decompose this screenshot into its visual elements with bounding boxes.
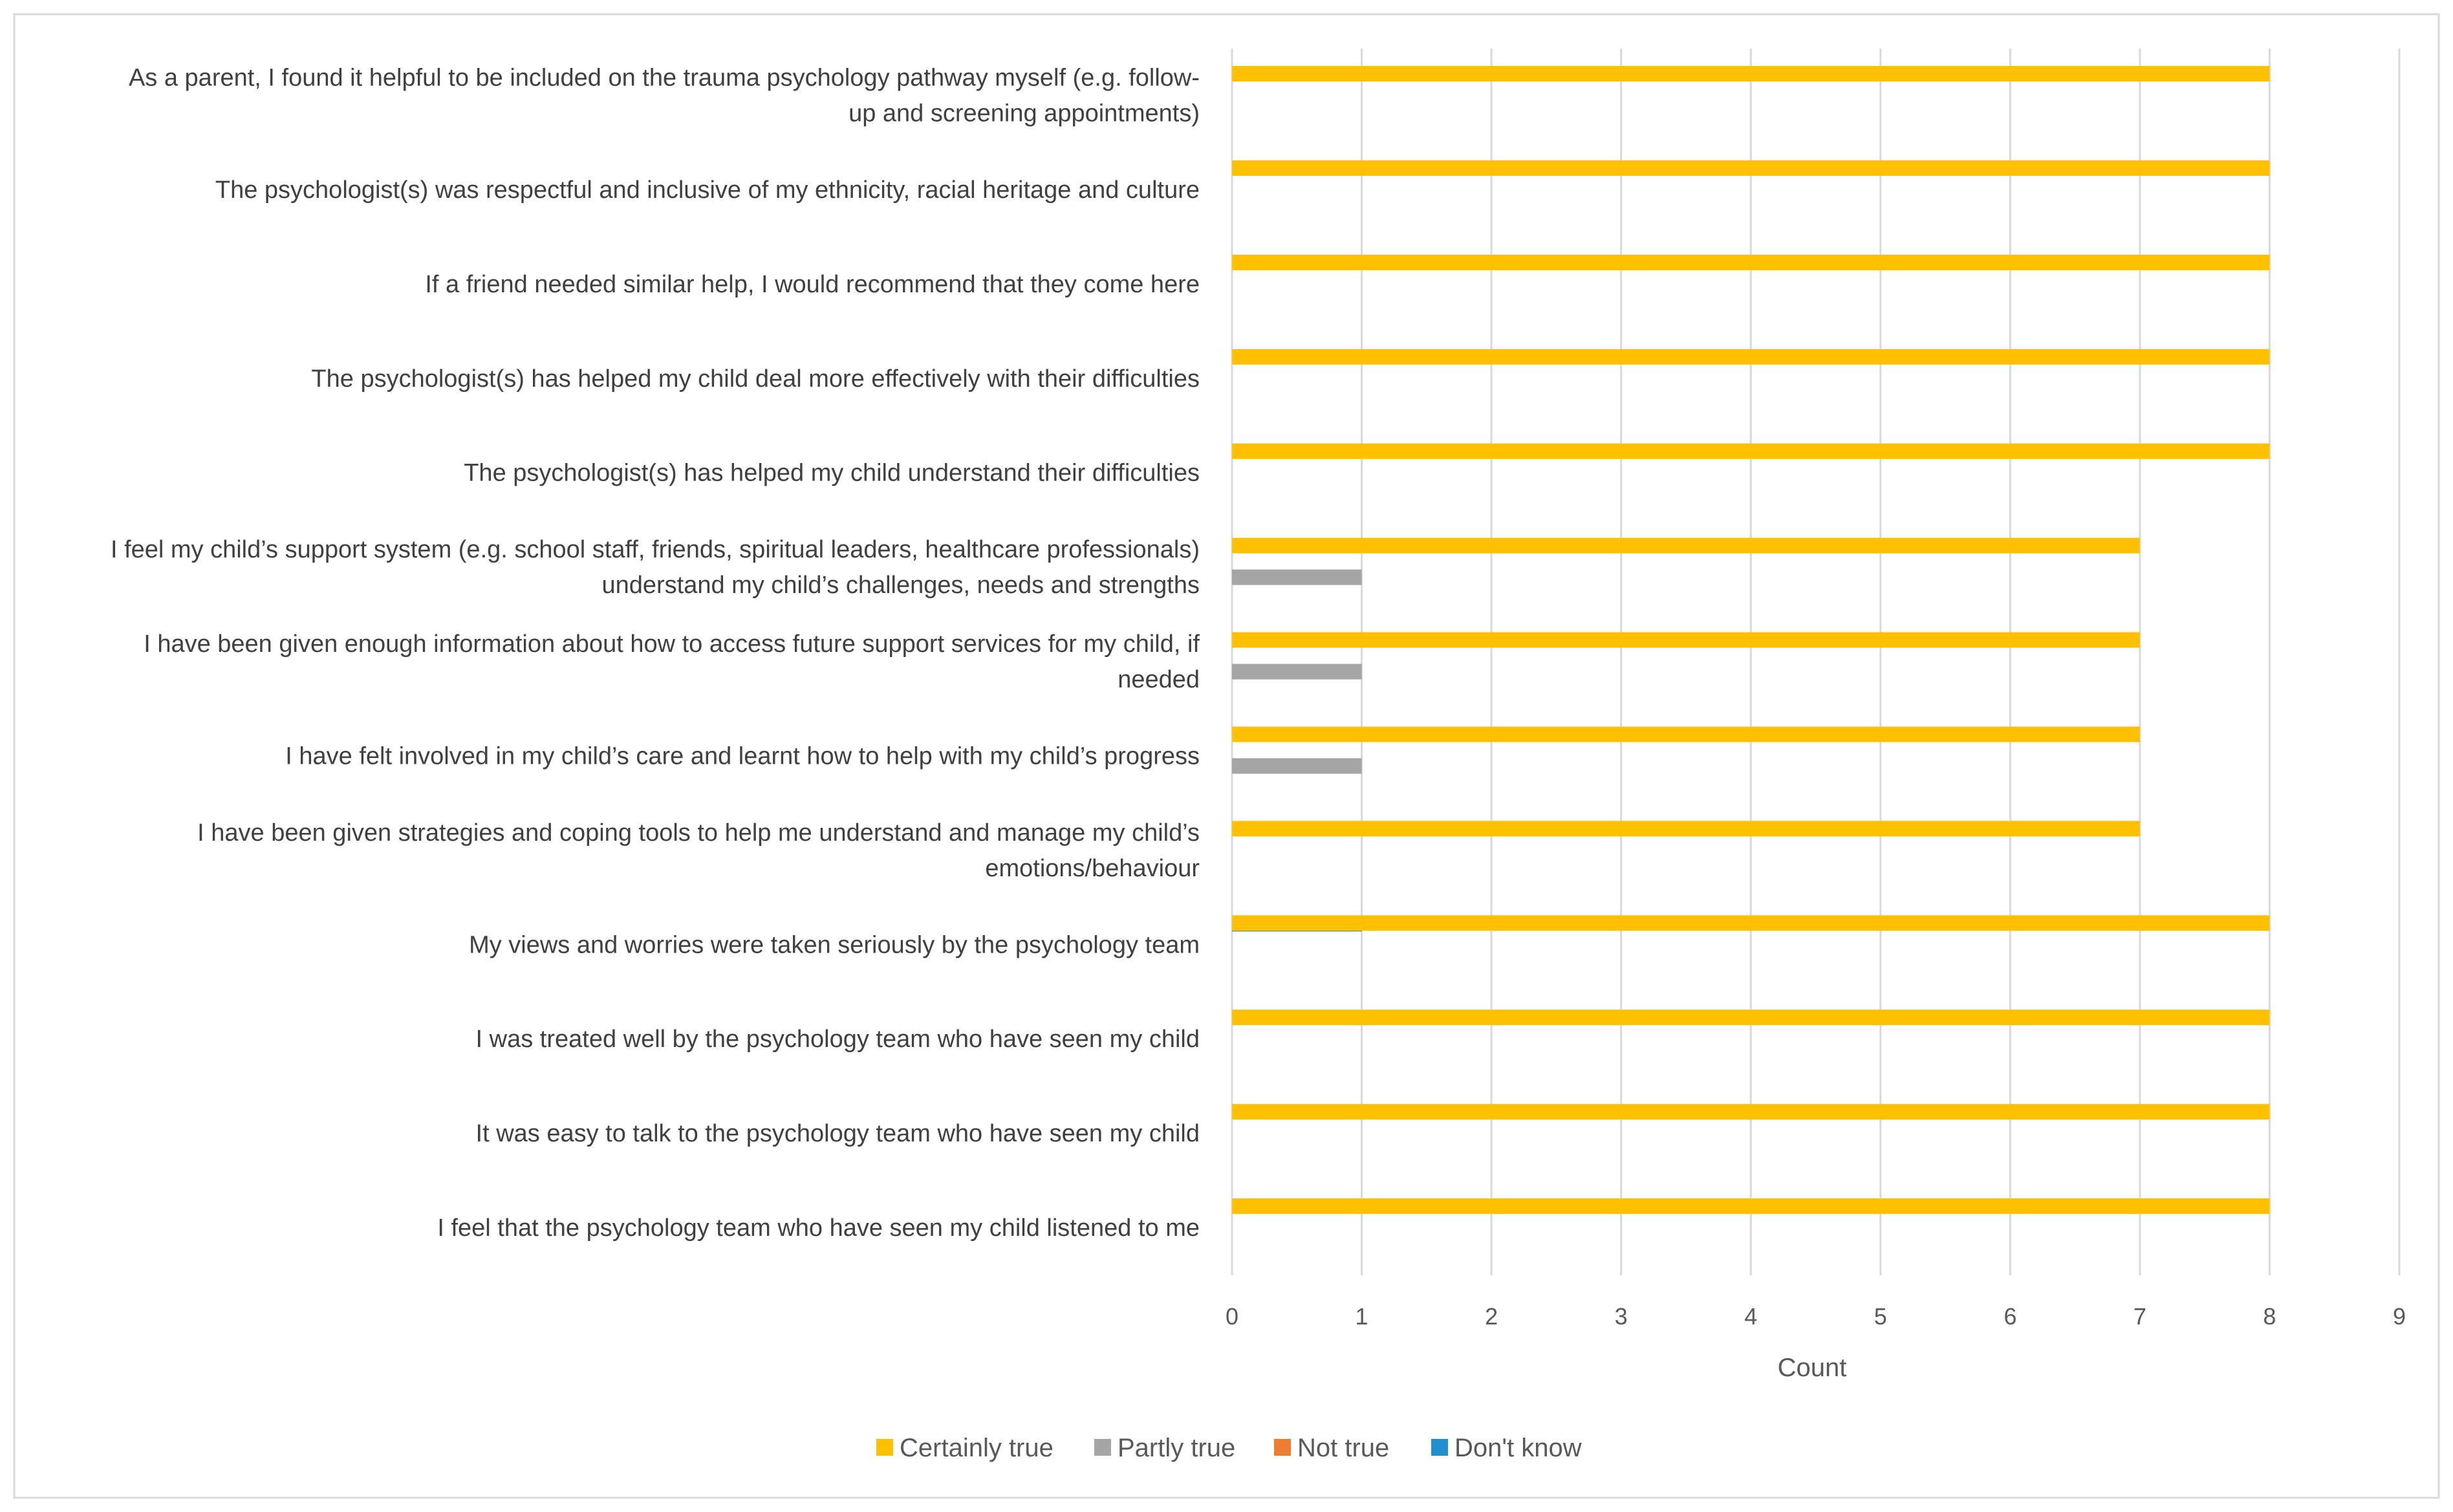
category-labels: As a parent, I found it helpful to be in…	[111, 65, 1200, 1242]
legend-swatch-1	[1094, 1439, 1111, 1456]
bar-certainly-true-11	[1232, 1104, 2270, 1120]
bar-certainly-true-6	[1232, 632, 2140, 648]
category-label-5: I feel my child’s support system (e.g. s…	[111, 536, 1200, 599]
legend-swatch-0	[876, 1439, 893, 1456]
category-label-line: needed	[1118, 666, 1200, 693]
category-label-line: My views and worries were taken seriousl…	[469, 931, 1200, 958]
bar-certainly-true-2	[1232, 254, 2270, 270]
bar-certainly-true-9	[1232, 915, 2270, 931]
bar-certainly-true-7	[1232, 726, 2140, 742]
category-label-line: I was treated well by the psychology tea…	[476, 1026, 1200, 1053]
category-label-8: I have been given strategies and coping …	[197, 819, 1200, 882]
x-tick-label-9: 9	[2393, 1303, 2406, 1330]
legend-label-2: Not true	[1297, 1434, 1389, 1462]
category-label-line: emotions/behaviour	[985, 855, 1200, 882]
category-label-0: As a parent, I found it helpful to be in…	[129, 65, 1200, 127]
category-label-2: If a friend needed similar help, I would…	[425, 271, 1200, 298]
bar-partly-true-5	[1232, 569, 1362, 585]
category-label-line: up and screening appointments)	[848, 100, 1200, 127]
bar-partly-true-6	[1232, 664, 1362, 680]
bar-certainly-true-12	[1232, 1198, 2270, 1215]
category-label-6: I have been given enough information abo…	[144, 631, 1200, 693]
x-tick-label-7: 7	[2134, 1303, 2146, 1330]
category-label-line: understand my child’s challenges, needs …	[601, 572, 1200, 599]
x-tick-label-0: 0	[1226, 1303, 1238, 1330]
category-label-line: The psychologist(s) was respectful and i…	[215, 177, 1200, 204]
legend-label-3: Don't know	[1454, 1434, 1582, 1462]
category-label-line: The psychologist(s) has helped my child …	[464, 460, 1200, 487]
category-label-line: If a friend needed similar help, I would…	[425, 271, 1200, 298]
legend-swatch-2	[1274, 1439, 1291, 1456]
category-label-1: The psychologist(s) was respectful and i…	[215, 177, 1200, 204]
category-label-line: I feel my child’s support system (e.g. s…	[111, 536, 1200, 563]
category-label-line: I have been given strategies and coping …	[197, 819, 1200, 847]
bar-partly-true-7	[1232, 758, 1362, 774]
legend-swatch-3	[1431, 1439, 1448, 1456]
x-axis-ticks: 0 1 2 3 4 5 6 7 8 9	[1226, 1303, 2406, 1330]
x-tick-label-4: 4	[1744, 1303, 1757, 1330]
category-label-line: As a parent, I found it helpful to be in…	[129, 65, 1200, 92]
x-axis-title: Count	[1778, 1354, 1847, 1382]
bar-certainly-true-3	[1232, 349, 2270, 365]
legend-label-1: Partly true	[1118, 1434, 1235, 1462]
bar-certainly-true-10	[1232, 1010, 2270, 1026]
category-label-line: I feel that the psychology team who have…	[437, 1215, 1200, 1242]
x-tick-label-1: 1	[1356, 1303, 1368, 1330]
x-tick-label-8: 8	[2263, 1303, 2276, 1330]
bar-certainly-true-0	[1232, 66, 2270, 81]
x-tick-label-5: 5	[1874, 1303, 1887, 1330]
bar-certainly-true-8	[1232, 821, 2140, 837]
legend-label-0: Certainly true	[900, 1434, 1054, 1462]
category-label-line: The psychologist(s) has helped my child …	[311, 365, 1200, 393]
x-tick-label-3: 3	[1615, 1303, 1628, 1330]
category-label-12: I feel that the psychology team who have…	[437, 1215, 1200, 1242]
bar-certainly-true-1	[1232, 160, 2270, 176]
category-label-9: My views and worries were taken seriousl…	[469, 931, 1200, 958]
category-label-7: I have felt involved in my child’s care …	[285, 742, 1200, 770]
category-label-line: I have been given enough information abo…	[144, 631, 1200, 658]
legend: Certainly true Partly true Not true Don't k…	[876, 1434, 1582, 1462]
category-label-line: I have felt involved in my child’s care …	[285, 742, 1200, 770]
bar-certainly-true-4	[1232, 443, 2270, 459]
gridlines	[1231, 49, 2401, 1275]
x-tick-label-2: 2	[1485, 1303, 1498, 1330]
category-label-11: It was easy to talk to the psychology te…	[476, 1120, 1200, 1147]
category-label-10: I was treated well by the psychology tea…	[476, 1026, 1200, 1053]
category-label-line: It was easy to talk to the psychology te…	[476, 1120, 1200, 1147]
bar-certainly-true-5	[1232, 537, 2140, 554]
x-tick-label-6: 6	[2004, 1303, 2016, 1330]
category-label-4: The psychologist(s) has helped my child …	[464, 460, 1200, 487]
bars	[1232, 66, 2270, 1215]
category-label-3: The psychologist(s) has helped my child …	[311, 365, 1200, 393]
